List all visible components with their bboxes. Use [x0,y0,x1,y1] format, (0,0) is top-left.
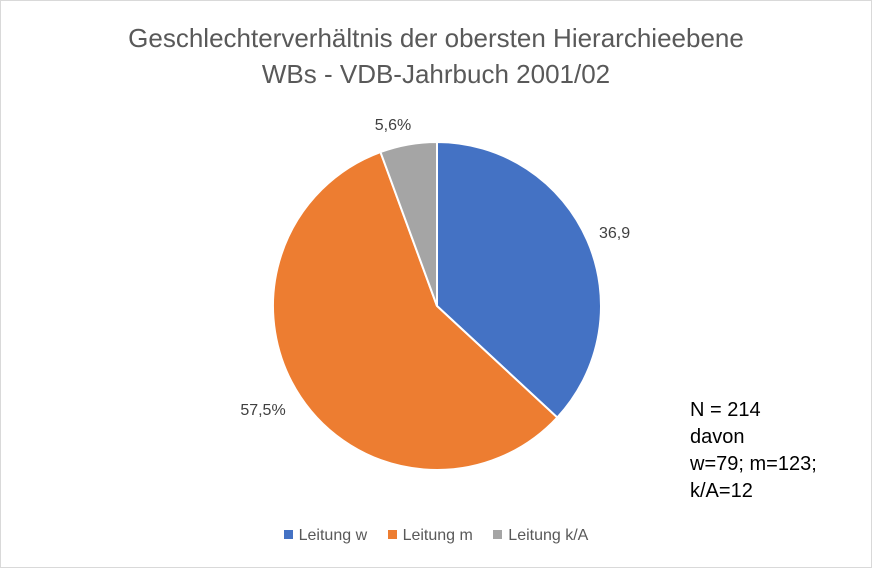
chart-title-line-1: Geschlechterverhältnis der obersten Hier… [128,23,744,53]
pie-slice-leitung-w [436,140,602,419]
chart-title-line-2: WBs - VDB-Jahrbuch 2001/02 [261,59,611,89]
data-label-leitung-k-a: 5,6% [375,117,411,134]
pie-slice-leitung-m [272,150,559,471]
data-label-leitung-w: 36,9 [599,225,630,242]
legend-swatch-leitung-m [387,530,397,539]
pie-slice-leitung-k-a [379,140,438,307]
chart-legend: Leitung w Leitung m Leitung k/A [1,527,871,545]
legend-item-leitung-ka: Leitung k/A [493,527,588,545]
legend-swatch-leitung-w [283,530,293,539]
legend-swatch-leitung-ka [493,530,503,539]
legend-item-leitung-m: Leitung m [387,527,473,545]
legend-label-leitung-ka: Leitung k/A [508,527,589,544]
note-line-2: davon [690,426,745,448]
sample-size-note: N = 214 davon w=79; m=123; k/A=12 [690,397,817,505]
legend-label-leitung-w: Leitung w [298,527,368,544]
legend-label-leitung-m: Leitung m [402,527,473,544]
data-label-leitung-m: 57,5% [240,402,285,419]
legend-item-leitung-w: Leitung w [283,527,368,545]
note-line-3: w=79; m=123; [690,453,817,475]
note-line-1: N = 214 [690,399,761,421]
note-line-4: k/A=12 [690,480,753,502]
